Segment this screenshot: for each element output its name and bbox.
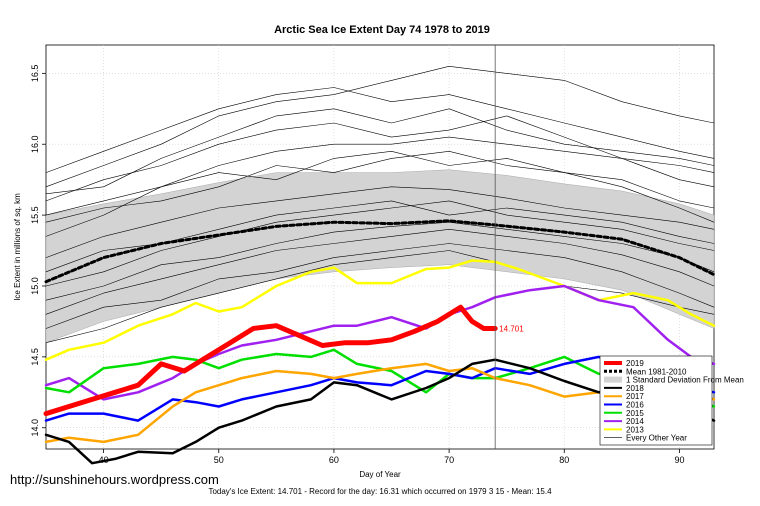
legend-label: Every Other Year [626,434,687,443]
legend-label: 2013 [626,425,644,434]
legend-item: 1 Standard Deviation From Mean [604,376,744,385]
footer-text: Today's Ice Extent: 14.701 - Record for … [208,487,552,496]
x-tick-label: 90 [674,455,684,465]
series-line-every-other-year [45,250,715,344]
y-tick-label: 15.0 [30,277,40,295]
series-line-mean-1981-2010 [44,219,716,284]
series-line-every-other-year [45,108,715,195]
series-line-every-other-year [45,229,715,315]
series-line-2014 [44,284,716,401]
series-line-2018 [44,358,716,465]
y-tick-label: 14.5 [30,348,40,366]
x-axis-label: Day of Year [359,470,401,479]
legend-label: 2014 [626,417,644,426]
legend-item: 2016 [604,401,644,410]
legend-item: 2018 [604,384,644,393]
legend-label: 2015 [626,409,644,418]
series-line-every-other-year [45,221,715,301]
legend-item: 2014 [604,417,644,426]
legend-item: 2015 [604,409,644,418]
x-tick-label: 50 [214,455,224,465]
watermark-url: http://sunshinehours.wordpress.com [10,472,219,487]
series-line-every-other-year [45,151,715,237]
axes: 40 50 60 70 80 90 14.0 14.5 15.0 15.5 16.0 16.5 [30,65,684,465]
y-axis-label: Ice Extent in millions of sq. km [13,193,22,301]
series-line-every-other-year [45,243,715,329]
legend-label: 2016 [626,401,644,410]
x-tick-label: 70 [444,455,454,465]
current-value-label: 14.701 [499,324,524,333]
legend-item: 2013 [604,425,644,434]
series-line-every-other-year [45,115,715,202]
legend-item: 2017 [604,392,644,401]
legend-label: 2018 [626,384,644,393]
y-tick-label: 14.0 [30,419,40,437]
legend-item: Mean 1981-2010 [604,367,687,376]
legend-swatch [604,376,622,383]
legend-label: 2017 [626,392,644,401]
series-line-every-other-year [45,186,715,258]
legend-label: 2019 [626,359,644,368]
x-tick-label: 80 [559,455,569,465]
series-line-2013 [44,259,716,361]
y-tick-label: 16.5 [30,65,40,83]
series-line-every-other-year [45,200,715,287]
y-tick-label: 16.0 [30,135,40,153]
y-tick-label: 15.5 [30,206,40,224]
legend-item: Every Other Year [604,434,687,443]
series-line-every-other-year [45,66,715,188]
legend-item: 2019 [604,359,644,368]
series-line-every-other-year [45,87,715,173]
x-tick-label: 40 [99,455,109,465]
legend-label: Mean 1981-2010 [626,367,687,376]
series-line-2019 [43,304,498,417]
x-tick-label: 60 [329,455,339,465]
legend-label: 1 Standard Deviation From Mean [626,376,744,385]
series-line-every-other-year [45,151,715,223]
chart-title: Arctic Sea Ice Extent Day 74 1978 to 201… [274,24,490,36]
